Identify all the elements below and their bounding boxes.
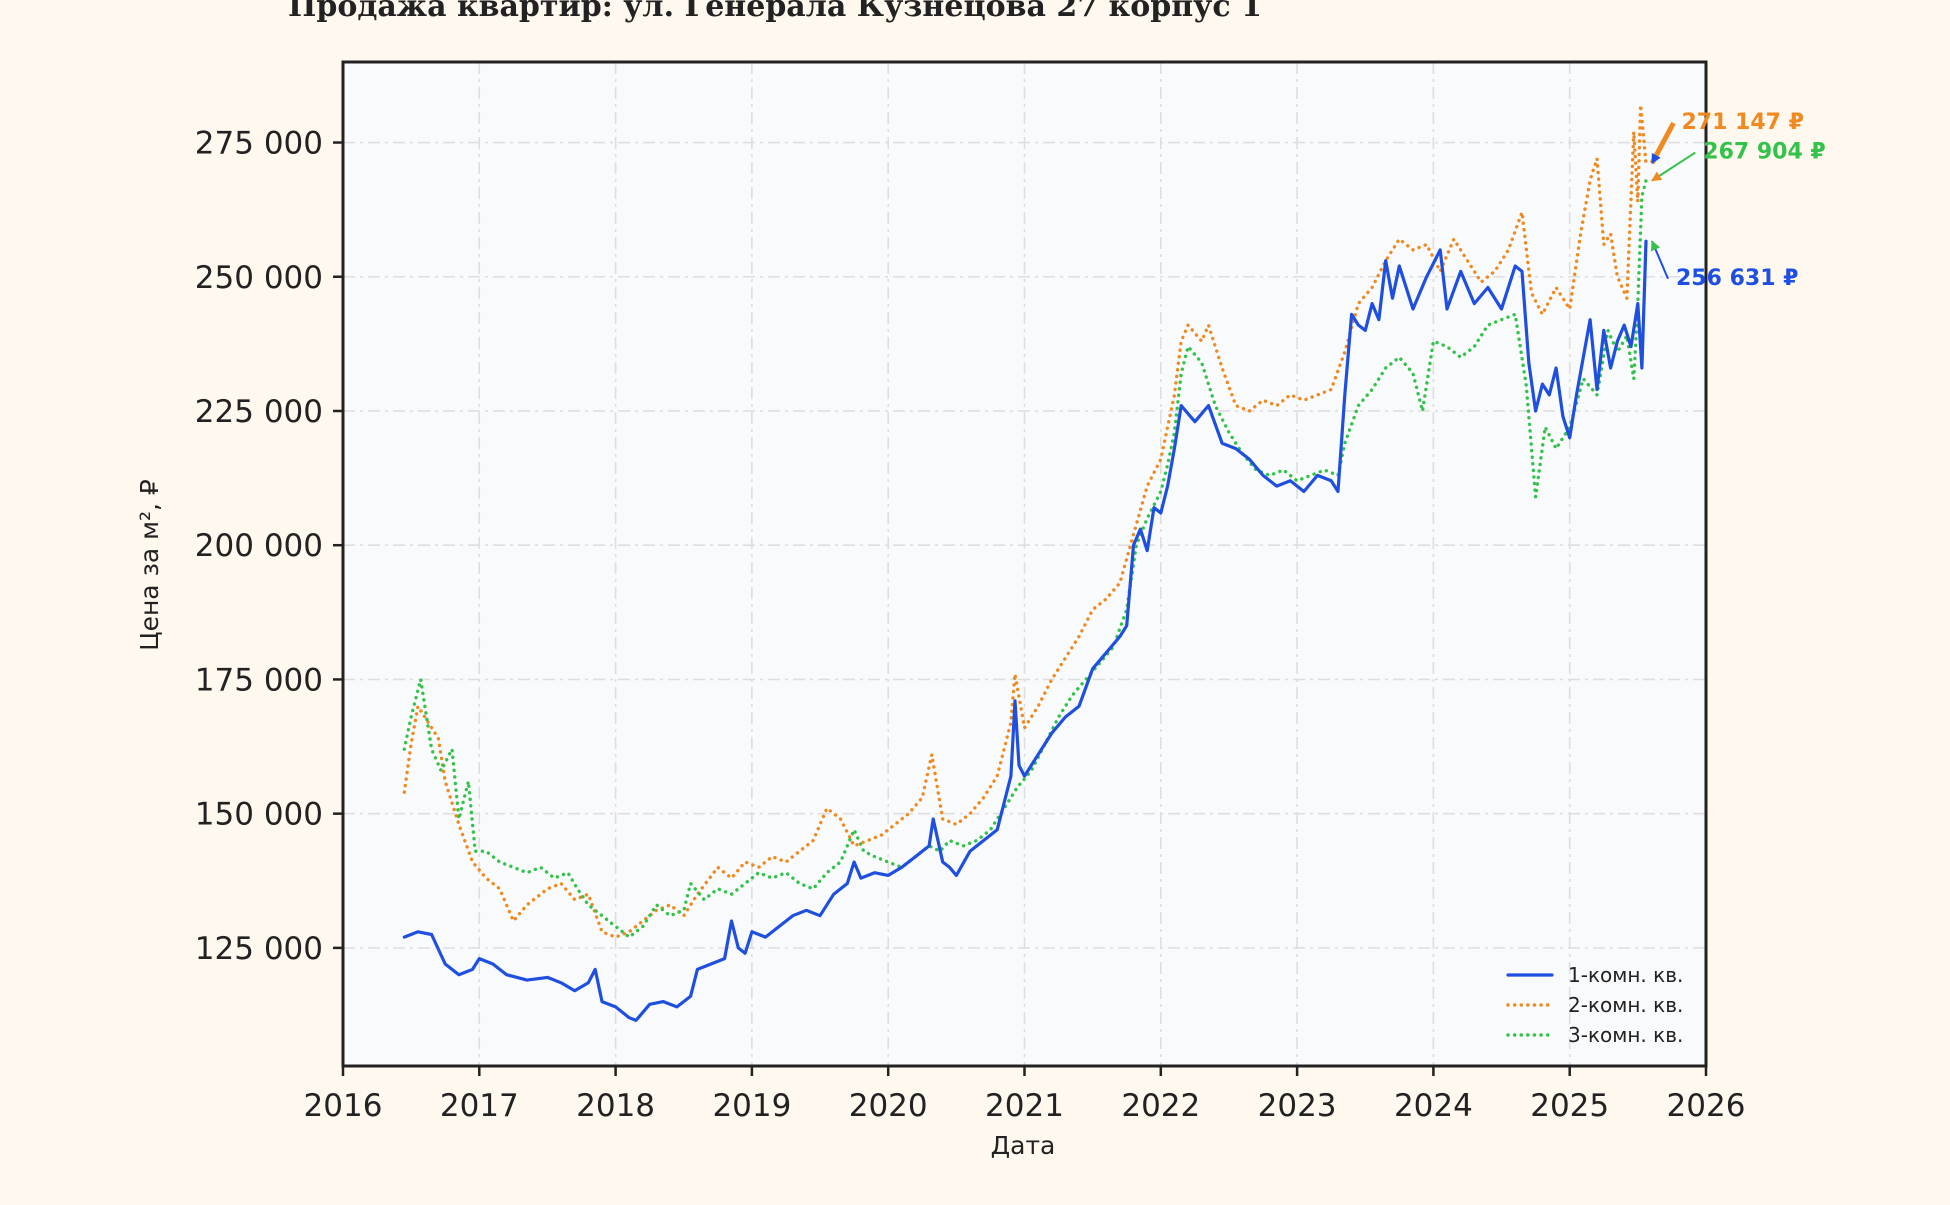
legend-label: 1-комн. кв. [1568, 963, 1683, 987]
x-tick-label: 2026 [1667, 1088, 1746, 1124]
series-group [402, 103, 1648, 1022]
annotation-label: 267 904 ₽ [1703, 140, 1825, 165]
annotation-arrow [1650, 240, 1669, 280]
y-tick-label: 250 000 [195, 260, 323, 296]
x-tick-label: 2017 [440, 1088, 519, 1124]
x-tick-label: 2022 [1121, 1088, 1200, 1124]
legend-label: 3-комн. кв. [1568, 1023, 1683, 1047]
x-tick-label: 2023 [1258, 1088, 1337, 1124]
legend-label: 2-комн. кв. [1568, 993, 1683, 1017]
annotation-arrow [1651, 151, 1696, 182]
x-tick-label: 2018 [576, 1088, 655, 1124]
y-tick-label: 225 000 [195, 394, 323, 430]
annotation-label: 256 631 ₽ [1676, 266, 1798, 291]
annotation-label: 271 147 ₽ [1681, 110, 1803, 135]
series-line-1room [402, 239, 1648, 1022]
x-tick-label: 2024 [1394, 1088, 1473, 1124]
x-tick-label: 2019 [712, 1088, 791, 1124]
y-tick-label: 200 000 [195, 528, 323, 564]
y-tick-label: 275 000 [195, 126, 323, 162]
chart-title: Продажа квартир: ул. Генерала Кузнецова … [288, 0, 1262, 24]
y-axis-label: Цена за м², ₽ [135, 479, 164, 651]
y-tick-label: 125 000 [195, 931, 323, 967]
y-tick-label: 175 000 [195, 662, 323, 698]
x-tick-label: 2021 [985, 1088, 1064, 1124]
annotation-arrow [1649, 121, 1676, 165]
y-tick-label: 150 000 [195, 797, 323, 833]
x-tick-label: 2020 [849, 1088, 928, 1124]
x-axis-label: Дата [991, 1131, 1056, 1160]
x-tick-label: 2025 [1530, 1088, 1609, 1124]
x-tick-label: 2016 [304, 1088, 383, 1124]
